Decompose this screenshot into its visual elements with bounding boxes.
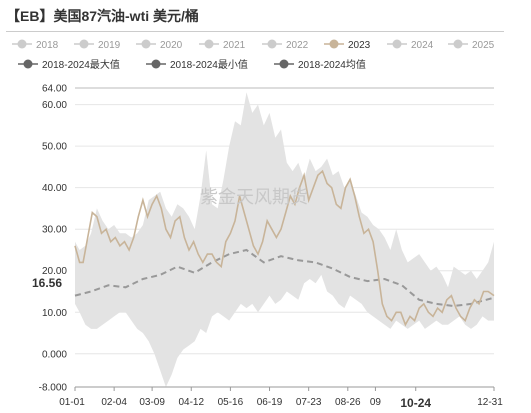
cursor-date-label: 10-24: [400, 396, 431, 410]
cursor-value-label: 16.56: [32, 276, 62, 290]
x-tick-label: 05-16: [218, 397, 244, 408]
x-tick-label: 04-12: [178, 397, 204, 408]
legend-item-stat-1[interactable]: 2018-2024最小值: [146, 58, 248, 71]
legend-stats: 2018-2024最大值 2018-2024最小值 2018-2024均值: [18, 58, 366, 71]
y-tick-label: -8.000: [39, 383, 68, 394]
avg-line: [74, 248, 495, 308]
y-tick-labels: 64.00 60.00 50.00 40.00 30.00 20.00 10.00 0.000…: [39, 84, 68, 394]
legend-item-2021[interactable]: 2021: [199, 39, 246, 52]
legend-item-2024[interactable]: 2024: [387, 39, 434, 52]
legend-item-2022[interactable]: 2022: [262, 39, 309, 52]
y-tick-label: 60.00: [42, 100, 67, 111]
legend-label-2018: 2018: [36, 40, 59, 51]
legend-item-2019[interactable]: 2019: [74, 39, 121, 52]
x-tick-label: 01-01: [59, 397, 85, 408]
legend-stat-label: 2018-2024最小值: [170, 58, 248, 71]
y-tick-label: 40.00: [42, 183, 67, 194]
y-tick-label: 30.00: [42, 225, 67, 236]
series-2023-line: [74, 169, 495, 327]
legend-item-2023[interactable]: 2023: [324, 39, 371, 52]
legend-marker-2025: [453, 39, 463, 49]
y-tick-label: 10.00: [42, 308, 67, 319]
legend-stat-marker: [279, 59, 289, 69]
legend-item-2025[interactable]: 2025: [448, 39, 495, 52]
x-tick-label: 09: [370, 397, 382, 408]
legend-marker-2024: [392, 39, 402, 49]
y-tick-label: 50.00: [42, 142, 67, 153]
x-tick-label: 08-26: [335, 397, 361, 408]
legend-stat-label: 2018-2024最大值: [42, 58, 120, 71]
x-tick-labels: 01-01 02-04 03-09 04-12 05-16 06-19 07-23 08-26…: [59, 387, 503, 410]
legend-marker-2019: [79, 39, 89, 49]
legend-item-stat-2[interactable]: 2018-2024均值: [274, 58, 366, 71]
legend-label-2024: 2024: [411, 40, 434, 51]
legend-marker-2023: [329, 39, 339, 49]
legend-marker-2018: [17, 39, 27, 49]
legend-stat-marker: [151, 59, 161, 69]
title-divider: [6, 31, 504, 32]
legend-marker-2022: [267, 39, 277, 49]
y-tick-label: 0.000: [42, 349, 67, 360]
legend-item-2018[interactable]: 2018: [12, 39, 59, 52]
x-tick-label: 03-09: [139, 397, 165, 408]
min-max-band: [75, 92, 494, 387]
legend-item-2020[interactable]: 2020: [136, 39, 183, 52]
y-tick-label: 64.00: [42, 84, 67, 95]
legend-item-stat-0[interactable]: 2018-2024最大值: [18, 58, 120, 71]
legend-marker-2021: [204, 39, 214, 49]
x-tick-label: 02-04: [101, 397, 127, 408]
legend-label-2022: 2022: [286, 40, 309, 51]
x-tick-label: 06-19: [257, 397, 283, 408]
legend-label-2023: 2023: [348, 40, 371, 51]
x-tick-label: 07-23: [296, 397, 322, 408]
legend-stat-label: 2018-2024均值: [298, 58, 366, 71]
legend-label-2021: 2021: [223, 40, 246, 51]
y-tick-label: 20.00: [42, 266, 67, 277]
chart-title: 【EB】美国87汽油-wti 美元/桶: [6, 8, 199, 24]
legend-label-2025: 2025: [472, 40, 495, 51]
legend-stat-marker: [23, 59, 33, 69]
x-tick-label: 12-31: [477, 397, 503, 408]
legend-label-2020: 2020: [160, 40, 183, 51]
legend-marker-2020: [141, 39, 151, 49]
watermark: 紫金天风期货: [200, 187, 308, 207]
legend-years: 2018 2019 2020 2021 2022 2023 2024 2025: [12, 39, 495, 52]
legend-label-2019: 2019: [98, 40, 121, 51]
